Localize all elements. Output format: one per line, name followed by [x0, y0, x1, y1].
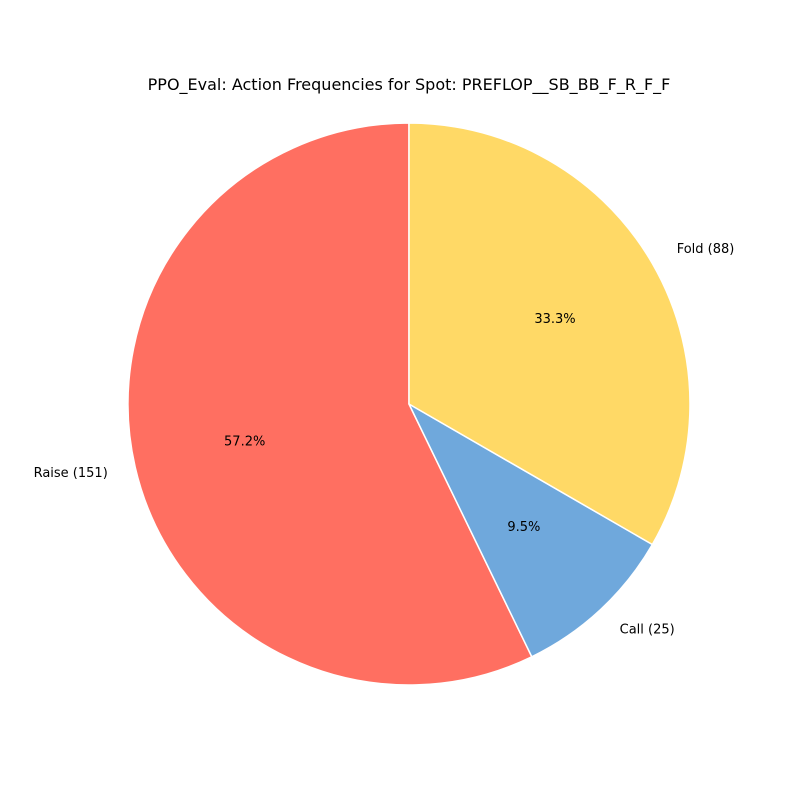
pie-percent-label-raise: 57.2%: [224, 434, 265, 449]
pie-slice-call: [408, 403, 654, 658]
pie-category-label-call: Call (25): [620, 623, 675, 638]
chart-title: PPO_Eval: Action Frequencies for Spot: P…: [148, 75, 671, 95]
pie-slice-raise: [127, 122, 533, 686]
pie-slice-fold: [408, 122, 691, 546]
pie-category-label-raise: Raise (151): [34, 466, 108, 481]
pie-category-label-fold: Fold (88): [677, 242, 735, 257]
pie-labels: 57.2% Raise (151) 9.5% Call (25) 33.3% Fold (…: [34, 242, 735, 638]
pie-percent-label-fold: 33.3%: [534, 312, 575, 327]
pie-slices: [127, 122, 691, 686]
pie-percent-label-call: 9.5%: [507, 520, 540, 535]
